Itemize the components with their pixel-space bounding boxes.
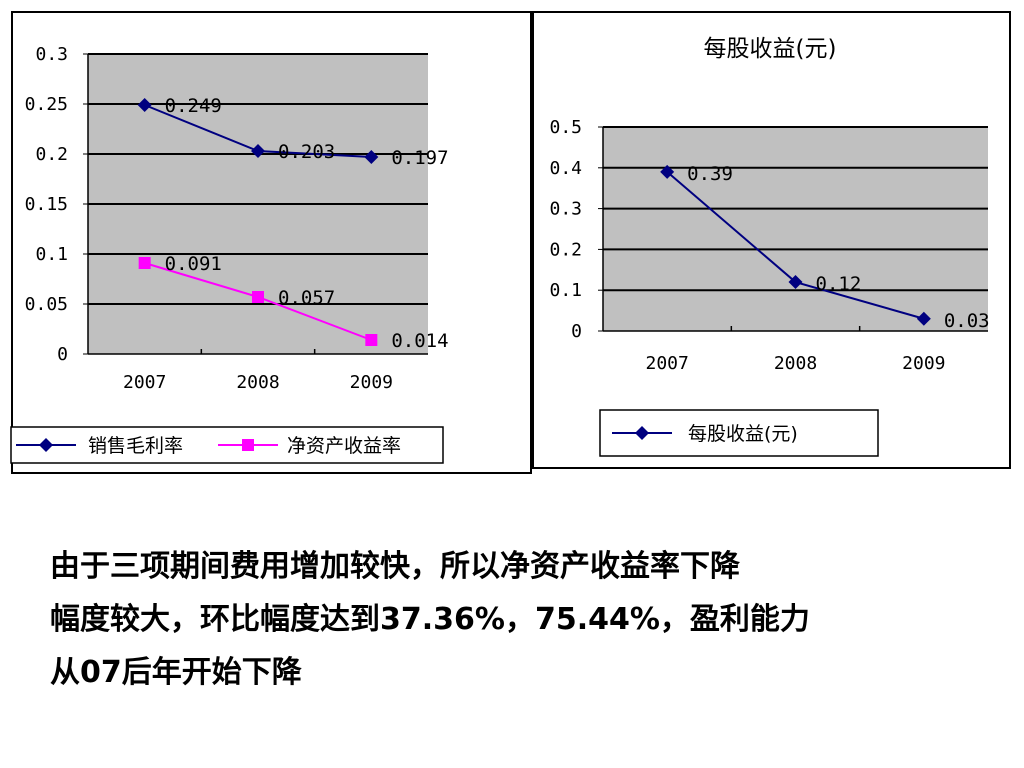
data-point	[365, 334, 378, 346]
x-tick-label: 2007	[123, 372, 166, 393]
x-tick-label: 2009	[350, 372, 393, 393]
legend-label: 每股收益(元)	[688, 423, 798, 445]
x-tick-label: 2008	[236, 372, 279, 393]
y-tick-label: 0.3	[549, 199, 582, 220]
chart-title: 每股收益(元)	[704, 36, 837, 62]
legend-label: 净资产收益率	[287, 435, 401, 457]
y-tick-label: 0.2	[549, 239, 582, 260]
y-tick-label: 0	[57, 344, 68, 365]
y-tick-label: 0.2	[35, 144, 68, 165]
y-tick-label: 0.1	[35, 244, 68, 265]
legend-box	[10, 426, 444, 464]
data-label: 0.197	[391, 147, 448, 169]
x-tick-label: 2009	[902, 353, 945, 374]
legend-marker	[635, 426, 649, 440]
x-tick-label: 2008	[774, 353, 817, 374]
data-point	[916, 311, 931, 326]
x-tick-label: 2007	[645, 353, 688, 374]
data-point	[138, 257, 151, 269]
data-point	[137, 98, 152, 112]
y-tick-label: 0.05	[25, 294, 68, 315]
legend-marker	[39, 438, 53, 452]
data-label: 0.03	[944, 310, 990, 332]
legend-marker	[242, 439, 254, 451]
data-point	[364, 150, 379, 164]
data-label: 0.091	[165, 253, 222, 275]
caption-text: 由于三项期间费用增加较快，所以净资产收益率下降 幅度较大，环比幅度达到37.36…	[50, 540, 980, 699]
data-label: 0.12	[816, 273, 862, 295]
caption-line: 从07后年开始下降	[50, 655, 302, 690]
y-tick-label: 0.4	[549, 158, 582, 179]
y-tick-label: 0.3	[35, 44, 68, 65]
legend-label: 销售毛利率	[88, 435, 183, 457]
caption-line: 由于三项期间费用增加较快，所以净资产收益率下降	[50, 549, 740, 584]
data-label: 0.249	[165, 95, 222, 117]
y-tick-label: 0.15	[25, 194, 68, 215]
y-tick-label: 0	[571, 321, 582, 342]
data-label: 0.39	[687, 163, 733, 185]
y-tick-label: 0.5	[549, 117, 582, 138]
y-tick-label: 0.25	[25, 94, 68, 115]
data-point	[252, 291, 264, 303]
data-label: 0.057	[278, 287, 335, 309]
data-label: 0.014	[391, 330, 448, 352]
data-point	[251, 144, 265, 158]
y-tick-label: 0.1	[549, 280, 582, 301]
data-point	[660, 164, 675, 179]
data-point	[788, 275, 803, 290]
plot-area	[603, 127, 988, 331]
data-label: 0.203	[278, 141, 335, 163]
caption-line: 幅度较大，环比幅度达到37.36%，75.44%，盈利能力	[50, 602, 810, 637]
